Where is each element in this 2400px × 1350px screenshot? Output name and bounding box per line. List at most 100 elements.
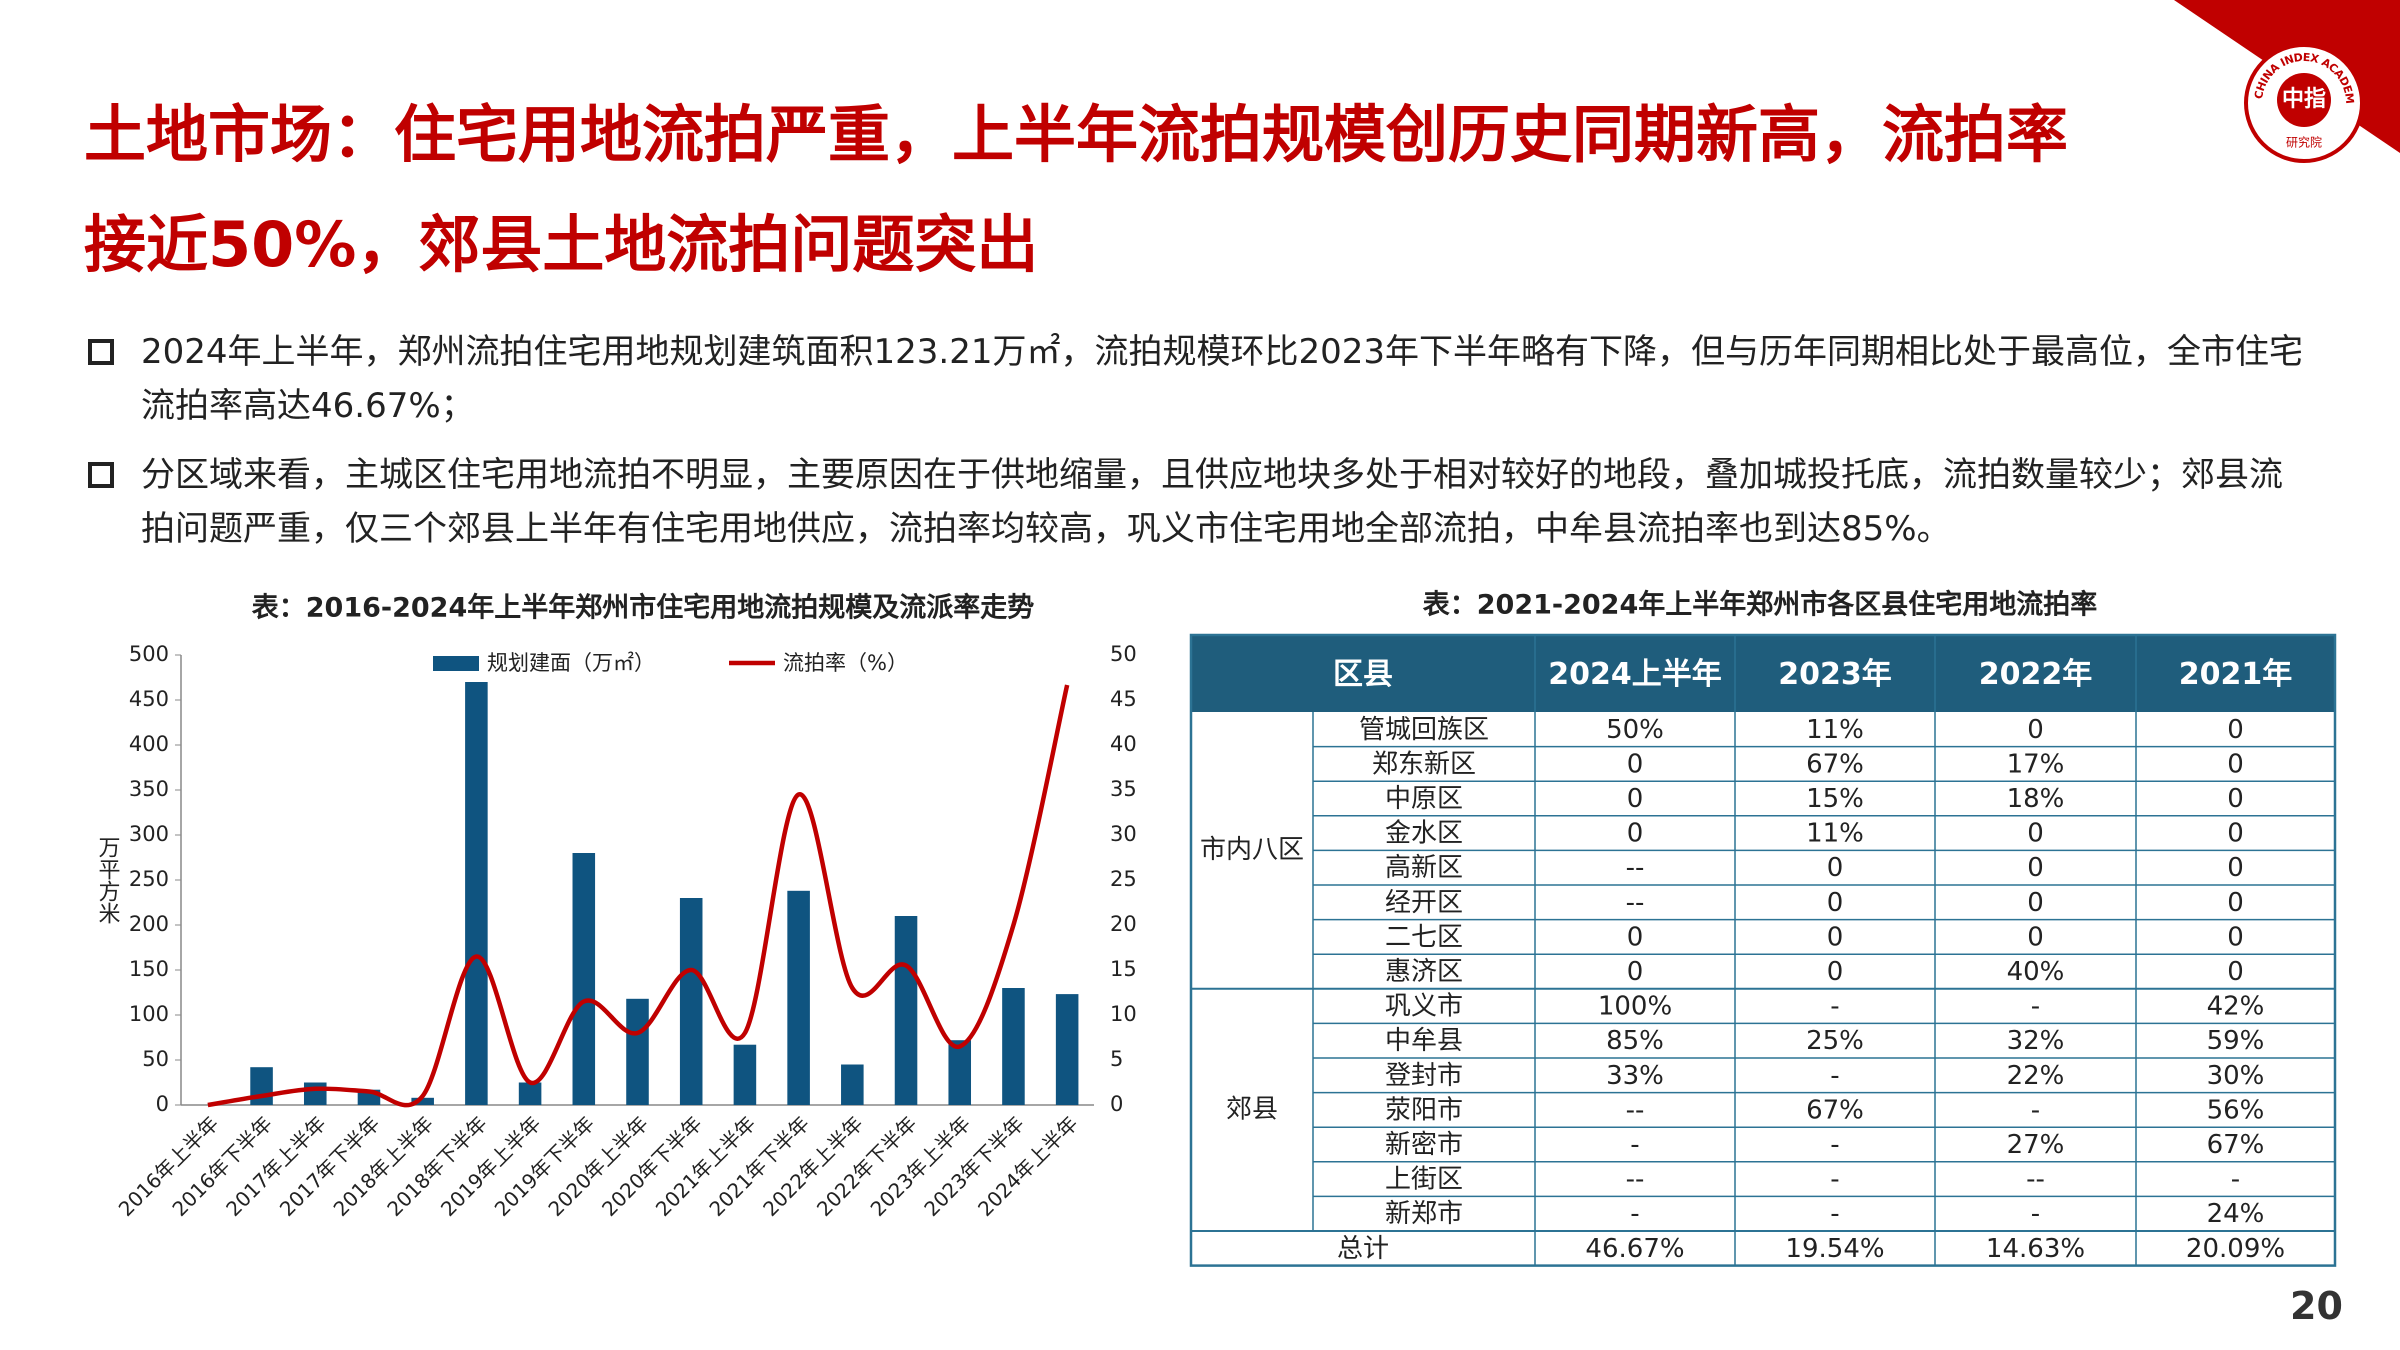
table-cell: 11%: [1806, 715, 1864, 745]
y-tick-label: 350: [129, 777, 169, 801]
bar: [518, 1082, 542, 1105]
table-cell: 0: [1627, 784, 1644, 814]
logo-name: 中指: [2282, 87, 2326, 112]
table-cell: -: [1830, 992, 1839, 1022]
table-cell: 郑东新区: [1372, 749, 1476, 779]
y-tick-label: 450: [129, 687, 169, 711]
y-tick-label: 150: [129, 957, 169, 981]
logo-english: CHINA INDEX ACADEMY: [0, 0, 2356, 104]
table-cell: 0: [1627, 749, 1644, 779]
table-cell: 0: [2027, 819, 2044, 849]
table-cell: 0: [1827, 888, 1844, 918]
table-cell: 惠济区: [1385, 957, 1463, 987]
table-cell: 32%: [2007, 1026, 2065, 1056]
logo-core: [2277, 73, 2331, 127]
table-total-cell: 20.09%: [2186, 1234, 2285, 1264]
y2-tick-label: 40: [1110, 732, 1137, 756]
bullet-text: 分区域来看，主城区住宅用地流拍不明显，主要原因在于供地缩量，且供应地块多处于相对…: [141, 455, 2283, 549]
y2-tick-label: 5: [1110, 1047, 1123, 1071]
table-cell: 30%: [2207, 1061, 2265, 1091]
table-cell: 85%: [1606, 1026, 1664, 1056]
y-tick-label: 400: [129, 732, 169, 756]
table-cell: --: [1626, 888, 1645, 918]
table-cell: -: [2031, 992, 2040, 1022]
y2-tick-label: 10: [1110, 1002, 1137, 1026]
bar: [841, 1064, 864, 1105]
y2-tick-label: 15: [1110, 957, 1137, 981]
table-cell: 25%: [1806, 1026, 1864, 1056]
table-total-cell: 14.63%: [1986, 1234, 2085, 1264]
y-tick-label: 500: [129, 642, 169, 666]
table-border: [1189, 633, 2337, 1267]
y2-tick-label: 50: [1110, 642, 1137, 666]
table-cell: -: [1630, 1199, 1639, 1229]
legend-swatch: [433, 656, 479, 671]
bar: [1002, 988, 1025, 1105]
table-header-cell: 2023年: [1778, 657, 1892, 692]
y2-tick-label: 0: [1110, 1092, 1123, 1116]
legend-label: 流拍率（%）: [783, 651, 908, 675]
bar: [733, 1044, 757, 1105]
chart-title: 表：2016-2024年上半年郑州市住宅用地流拍规模及流派率走势: [252, 592, 1035, 624]
table-cell: 11%: [1806, 819, 1864, 849]
table-group-cell: 市内八区: [1200, 835, 1304, 865]
table-cell: 24%: [2207, 1199, 2265, 1229]
table-cell: --: [1626, 1165, 1645, 1195]
bar: [411, 1097, 434, 1105]
table-cell: --: [2026, 1165, 2045, 1195]
table-cell: 17%: [2007, 749, 2065, 779]
table-title: 表：2021-2024年上半年郑州市各区县住宅用地流拍率: [1423, 589, 2098, 621]
table-cell: 荥阳市: [1385, 1095, 1463, 1125]
y2-tick-label: 30: [1110, 822, 1137, 846]
table-cell: 0: [2227, 749, 2244, 779]
y-tick-label: 250: [129, 867, 169, 891]
table-header-cell: 2021年: [2179, 657, 2293, 692]
table-cell: 100%: [1598, 992, 1672, 1022]
table-cell: 0: [1827, 853, 1844, 883]
bar: [787, 890, 810, 1105]
table-cell: 42%: [2207, 992, 2265, 1022]
table-cell: -: [1830, 1199, 1839, 1229]
page-number: 20: [2290, 1284, 2343, 1328]
table-cell: 金水区: [1385, 819, 1463, 849]
logo-english-path: CHINA INDEX ACADEMY: [0, 0, 2356, 104]
logo-sub: 研究院: [2286, 135, 2322, 150]
table-header-bg: [1191, 635, 2335, 712]
y2-tick-label: 20: [1110, 912, 1137, 936]
bar: [948, 1040, 972, 1105]
table-cell: 0: [2227, 888, 2244, 918]
bar: [465, 682, 488, 1105]
bar: [572, 853, 596, 1105]
table-cell: 0: [2227, 922, 2244, 952]
table-cell: -: [2031, 1199, 2040, 1229]
table-cell: 59%: [2207, 1026, 2265, 1056]
table-cell: 0: [2027, 888, 2044, 918]
bar: [1055, 994, 1079, 1105]
table-cell: 0: [1627, 819, 1644, 849]
table-cell: 27%: [2007, 1130, 2065, 1160]
bullet-marker: [88, 462, 114, 488]
table-group-cell: 郊县: [1226, 1094, 1278, 1124]
table-cell: 15%: [1806, 784, 1864, 814]
bar: [626, 998, 649, 1105]
table-cell: 中牟县: [1385, 1026, 1463, 1056]
table-cell: 巩义市: [1385, 992, 1463, 1022]
table-cell: 经开区: [1385, 888, 1463, 918]
table-cell: 0: [1627, 957, 1644, 987]
table-cell: -: [1630, 1130, 1639, 1160]
table-cell: 67%: [1806, 1095, 1864, 1125]
table-cell: 0: [2227, 819, 2244, 849]
y2-tick-label: 35: [1110, 777, 1137, 801]
table-cell: 0: [1627, 922, 1644, 952]
y-axis-title: 万平方米: [95, 836, 121, 924]
rate-line: [207, 684, 1070, 1108]
table-cell: 67%: [2207, 1130, 2265, 1160]
table-total-cell: 总计: [1337, 1234, 1389, 1264]
table-cell: 新密市: [1385, 1130, 1463, 1160]
table-cell: -: [1830, 1130, 1839, 1160]
y-tick-label: 300: [129, 822, 169, 846]
bar: [679, 898, 703, 1105]
table-cell: 二七区: [1385, 922, 1463, 952]
table-cell: 0: [1827, 922, 1844, 952]
table-cell: --: [1626, 1095, 1645, 1125]
